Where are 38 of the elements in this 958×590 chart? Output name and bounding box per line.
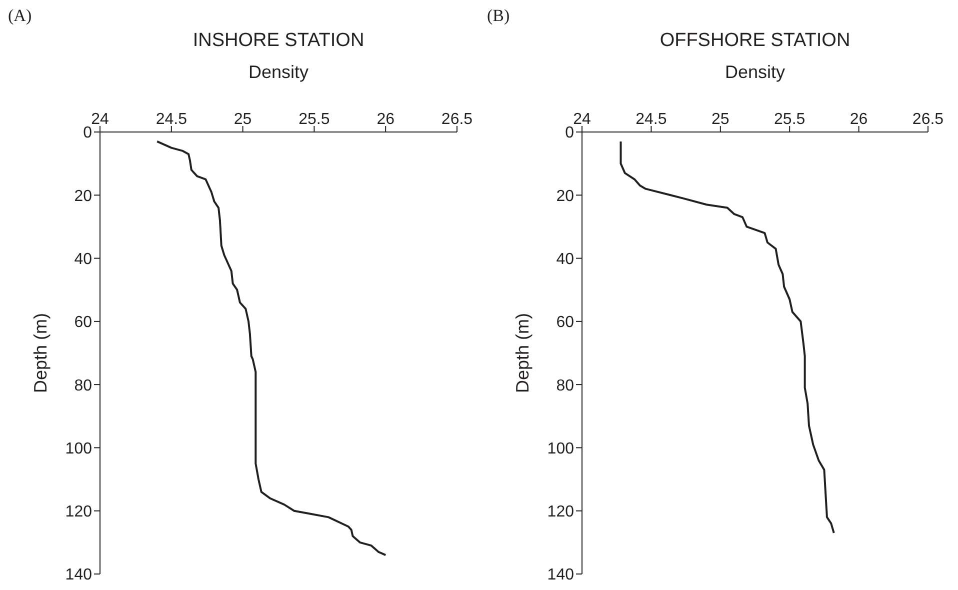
x-tick-label: 24.5 <box>636 111 667 128</box>
y-tick-label: 40 <box>556 250 574 268</box>
x-tick-label: 24 <box>573 111 591 128</box>
y-tick-label: 20 <box>556 188 574 205</box>
x-axis-title: Density <box>247 62 310 83</box>
x-tick-label: 25.5 <box>774 111 806 128</box>
line-series <box>620 140 835 534</box>
y-tick-label: 80 <box>74 377 92 394</box>
y-axis-title: Depth (m) <box>30 312 50 394</box>
x-tick-label: 26.5 <box>912 111 944 128</box>
x-axis-title: Density <box>724 62 786 83</box>
y-tick-label: 120 <box>547 504 574 521</box>
x-tick-label: 26 <box>376 111 395 128</box>
y-tick-label: 60 <box>74 314 92 332</box>
y-tick-label: 40 <box>74 250 92 268</box>
chart-title: INSHORE STATION <box>192 30 366 52</box>
x-tick-label: 24.5 <box>156 111 188 128</box>
y-tick-label: 80 <box>556 377 574 394</box>
y-axis-title: Depth (m) <box>512 312 532 394</box>
chart-title: OFFSHORE STATION <box>658 30 852 52</box>
y-tick-label: 0 <box>83 124 92 142</box>
y-tick-label: 120 <box>65 504 92 521</box>
text: (A) <box>8 6 32 26</box>
y-tick-label: 0 <box>565 124 574 142</box>
y-tick-label: 100 <box>65 440 92 458</box>
x-tick-label: 24 <box>91 111 109 128</box>
y-tick-label: 100 <box>547 440 574 458</box>
x-tick-label: 26 <box>850 111 868 128</box>
x-tick-label: 25 <box>712 111 730 128</box>
x-tick-label: 25 <box>234 111 252 128</box>
line-series <box>156 140 387 556</box>
y-tick-label: 20 <box>74 188 92 205</box>
y-tick-label: 140 <box>65 566 92 584</box>
text: (B) <box>487 6 510 26</box>
x-tick-label: 26.5 <box>441 111 473 128</box>
y-tick-label: 60 <box>556 314 574 332</box>
y-tick-label: 140 <box>547 566 574 584</box>
x-tick-label: 25.5 <box>298 111 330 128</box>
